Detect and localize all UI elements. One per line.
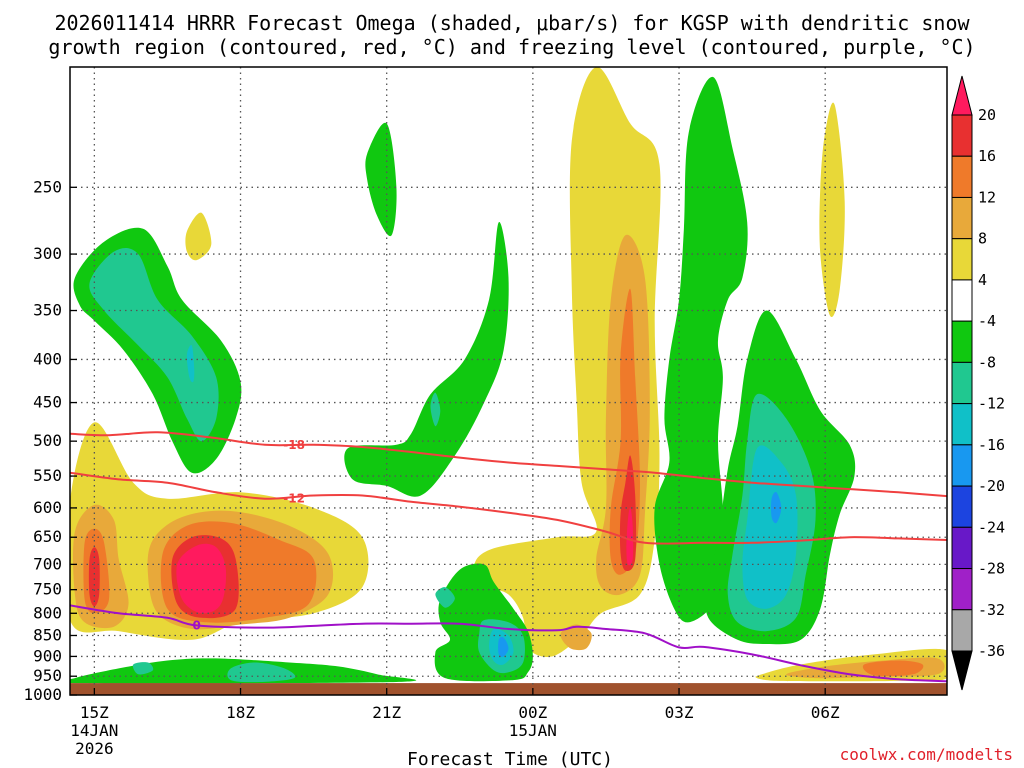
omega-region-pos20-13 bbox=[626, 507, 634, 566]
colorbar-segment-top bbox=[951, 75, 973, 116]
x-tick-date-15Z: 14JAN bbox=[70, 721, 118, 740]
colorbar-segment-8 bbox=[951, 403, 973, 446]
colorbar-tick-label: -28 bbox=[978, 560, 1005, 578]
contour-label-0: 0 bbox=[192, 618, 200, 632]
colorbar-tick-label: -12 bbox=[978, 395, 1005, 413]
omega-region-neg8-31 bbox=[227, 662, 296, 683]
colorbar-segment-3 bbox=[951, 196, 973, 240]
colorbar-tick-label: 4 bbox=[978, 271, 987, 289]
omega-region-neg12-36 bbox=[742, 445, 798, 609]
x-tick-label-15Z: 15Z bbox=[80, 703, 109, 722]
x-tick-label-18Z: 18Z bbox=[226, 703, 255, 722]
x-tick-label-00Z: 00Z bbox=[518, 703, 547, 722]
colorbar-tick-label: 20 bbox=[978, 106, 996, 124]
colorbar-segment-2 bbox=[951, 155, 973, 198]
x-tick-label-06Z: 06Z bbox=[811, 703, 840, 722]
chart-title-line1: 2026011414 HRRR Forecast Omega (shaded, … bbox=[54, 11, 970, 35]
contour-line--18 bbox=[70, 431, 947, 498]
y-tick-label-900: 900 bbox=[33, 646, 62, 665]
x-tick-year-15Z: 2026 bbox=[75, 739, 114, 758]
colorbar-tick-label: -32 bbox=[978, 601, 1005, 619]
omega-region-neg4-22 bbox=[365, 122, 397, 237]
colorbar-segment-13 bbox=[951, 609, 973, 652]
x-axis-label: Forecast Time (UTC) bbox=[407, 749, 613, 768]
chart-title-line2: growth region (contoured, red, °C) and f… bbox=[48, 35, 975, 59]
colorbar-tick-label: 12 bbox=[978, 188, 996, 206]
colorbar-tick-label: -4 bbox=[978, 312, 996, 330]
y-tick-label-850: 850 bbox=[33, 625, 62, 644]
colorbar-segment-4 bbox=[951, 238, 973, 281]
y-tick-label-500: 500 bbox=[33, 431, 62, 450]
y-tick-label-300: 300 bbox=[33, 244, 62, 263]
colorbar-segment-7 bbox=[951, 361, 973, 405]
contour-line-0 bbox=[70, 604, 947, 683]
colorbar-segment-5 bbox=[951, 279, 973, 322]
y-tick-label-350: 350 bbox=[33, 301, 62, 320]
omega-region-neg8-20 bbox=[89, 247, 219, 442]
colorbar-tick-label: -20 bbox=[978, 477, 1005, 495]
grid-lines bbox=[70, 67, 947, 695]
x-tick-date-00Z: 15JAN bbox=[509, 721, 557, 740]
colorbar-segment-12 bbox=[951, 568, 973, 611]
ground-below-surface bbox=[70, 683, 947, 695]
contour-line--12 bbox=[70, 471, 947, 545]
y-tick-label-250: 250 bbox=[33, 177, 62, 196]
y-tick-label-950: 950 bbox=[33, 666, 62, 685]
colorbar-tick-label: -24 bbox=[978, 518, 1005, 536]
colorbar-segment-10 bbox=[951, 485, 973, 528]
y-tick-label-750: 750 bbox=[33, 580, 62, 599]
y-axis-pressure-ticks: 250 300 350 400 450 500 550 600 650 700 750 800 850 9… bbox=[23, 177, 77, 704]
omega-region-neg16-28 bbox=[498, 636, 509, 657]
omega-region-neg4-23 bbox=[344, 221, 509, 497]
y-tick-label-550: 550 bbox=[33, 466, 62, 485]
temperature-contours-layer: -18 -12 0 bbox=[70, 431, 947, 683]
omega-shading-layer bbox=[70, 67, 947, 684]
omega-region-neg8-29 bbox=[435, 587, 455, 608]
plot-frame bbox=[69, 66, 948, 696]
omega-region-neg8-32 bbox=[132, 662, 154, 675]
omega-region-neg16-37 bbox=[771, 491, 782, 524]
contour-label--18: -18 bbox=[283, 438, 305, 452]
omega-region-pos8-14 bbox=[560, 624, 592, 651]
credit-text: coolwx.com/modelts bbox=[840, 745, 1013, 764]
colorbar-segment-1 bbox=[951, 114, 973, 157]
colorbar-segment-bottom bbox=[951, 650, 973, 691]
y-tick-label-700: 700 bbox=[33, 554, 62, 573]
omega-region-pos16-3 bbox=[88, 547, 100, 607]
colorbar-tick-label: -16 bbox=[978, 436, 1005, 454]
omega-region-pos20-7 bbox=[176, 543, 227, 614]
y-tick-label-800: 800 bbox=[33, 603, 62, 622]
y-tick-label-450: 450 bbox=[33, 393, 62, 412]
colorbar-tick-label: 8 bbox=[978, 230, 987, 248]
y-tick-label-650: 650 bbox=[33, 527, 62, 546]
omega-region-pos12-18 bbox=[862, 660, 924, 677]
omega-region-neg8-24 bbox=[430, 392, 441, 427]
x-tick-label-03Z: 03Z bbox=[665, 703, 694, 722]
y-tick-label-400: 400 bbox=[33, 349, 62, 368]
omega-region-neg4-33 bbox=[654, 76, 748, 623]
colorbar-segment-6 bbox=[951, 320, 973, 363]
colorbar-tick-label: 16 bbox=[978, 147, 996, 165]
omega-region-neg12-21 bbox=[186, 344, 195, 383]
omega-region-pos4-8 bbox=[185, 212, 212, 261]
colorbar-tick-label: -36 bbox=[978, 642, 1005, 660]
omega-region-pos4-15 bbox=[819, 102, 845, 318]
colorbar-legend: 20 16 12 8 4 -4 -8 -12 -16 -20 -24 -28 -32 -36 bbox=[951, 75, 1005, 691]
contour-label--12: -12 bbox=[283, 492, 305, 506]
y-tick-label-600: 600 bbox=[33, 498, 62, 517]
colorbar-segment-9 bbox=[951, 444, 973, 487]
x-tick-label-21Z: 21Z bbox=[372, 703, 401, 722]
colorbar-tick-label: -8 bbox=[978, 353, 996, 371]
colorbar-segment-11 bbox=[951, 526, 973, 570]
y-tick-label-1000: 1000 bbox=[23, 685, 62, 704]
